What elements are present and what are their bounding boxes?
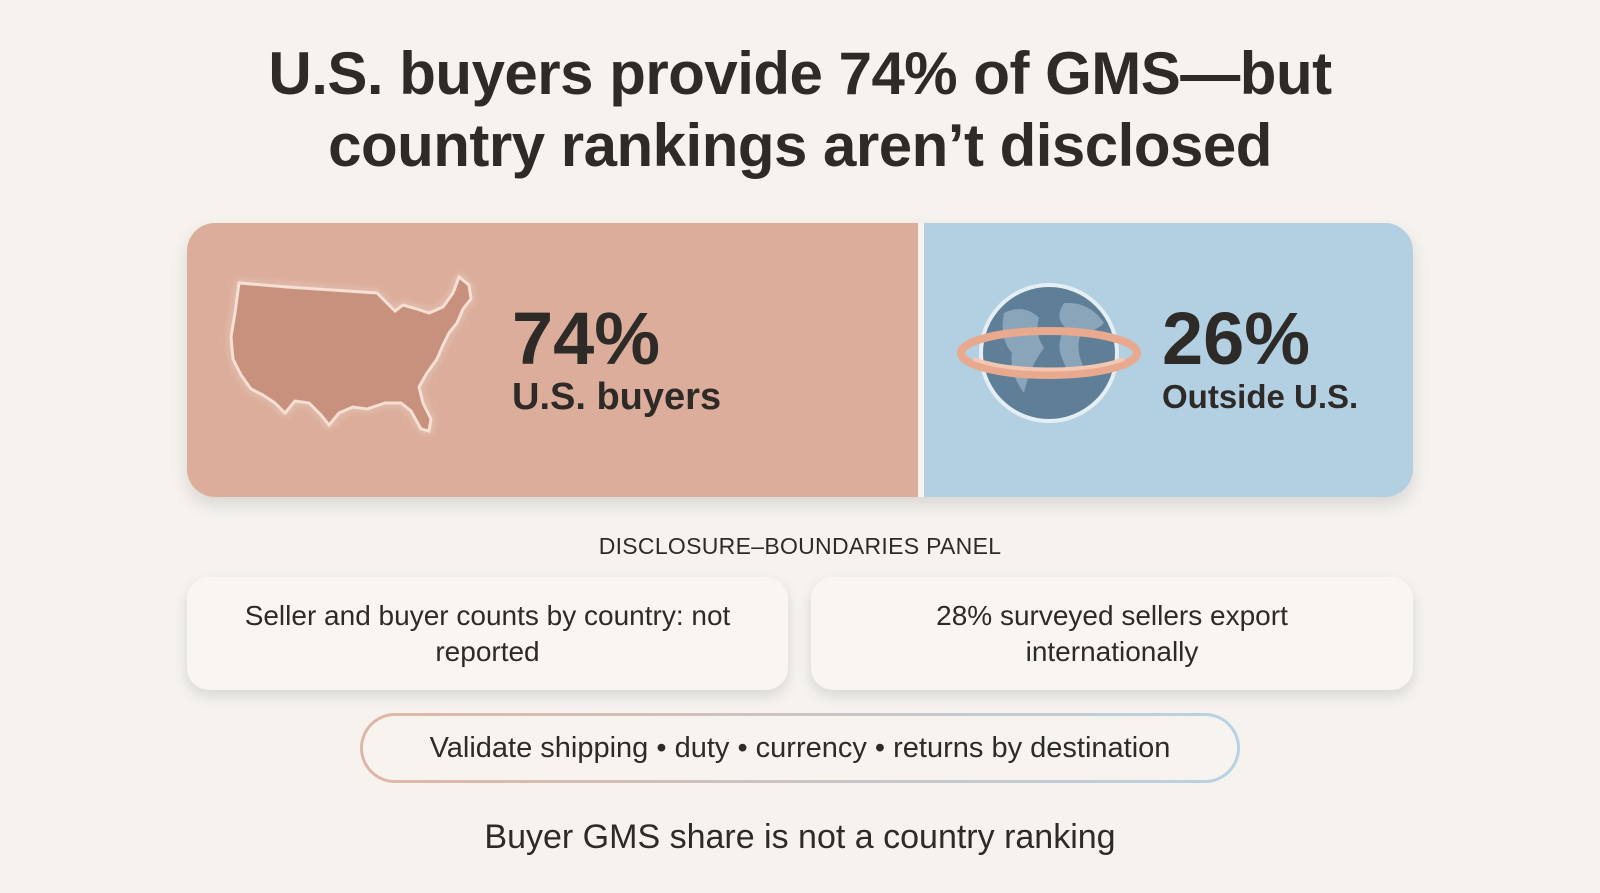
globe-icon xyxy=(957,283,1141,423)
panel-heading: DISCLOSURE–BOUNDARIES PANEL xyxy=(598,533,1002,559)
card: Seller and buyer counts by country: not … xyxy=(187,577,788,690)
us-map-icon xyxy=(229,274,473,433)
divider xyxy=(918,223,924,497)
split-panel: 74% U.S. buyers 26% Outside U.S. xyxy=(187,223,1413,497)
us-half: 74% U.S. buyers xyxy=(187,223,918,497)
us-share: 74% xyxy=(512,297,661,380)
outside-half: 26% Outside U.S. xyxy=(924,223,1413,497)
title: U.S. buyers provide 74% of GMS—but count… xyxy=(268,40,1332,179)
outside-label: Outside U.S. xyxy=(1162,378,1359,415)
pill-text: Validate shipping • duty • currency • re… xyxy=(363,716,1237,780)
outside-share: 26% xyxy=(1162,297,1311,380)
us-label: U.S. buyers xyxy=(512,376,722,418)
pill: Validate shipping • duty • currency • re… xyxy=(360,713,1240,783)
footer: Buyer GMS share is not a country ranking xyxy=(484,818,1116,856)
card: 28% surveyed sellers export internationa… xyxy=(811,577,1413,690)
